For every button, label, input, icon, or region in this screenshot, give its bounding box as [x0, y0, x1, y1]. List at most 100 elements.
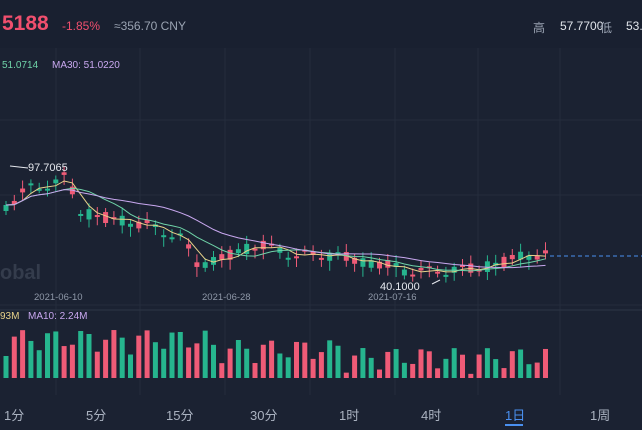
volume-bar-16 — [136, 335, 142, 378]
volume-bar-44 — [368, 357, 374, 378]
timeframe-1h[interactable]: 1时 — [339, 408, 360, 423]
volume-bar-18 — [152, 342, 158, 378]
volume-bar-33 — [277, 353, 283, 378]
candle-body-10 — [86, 209, 92, 220]
timeframe-1m[interactable]: 1分 — [4, 408, 25, 423]
candle-body-55 — [460, 264, 465, 267]
candle-body-0 — [3, 205, 9, 211]
candle-body-62 — [518, 251, 524, 260]
candle-body-28 — [235, 249, 241, 254]
volume-bar-30 — [252, 363, 258, 378]
volume-bar-2 — [20, 330, 26, 378]
volume-bar-35 — [294, 341, 299, 378]
volume-bar-56 — [468, 373, 474, 378]
timeframe-4h[interactable]: 4时 — [421, 408, 442, 423]
candle-body-52 — [435, 271, 441, 274]
volume-bar-5 — [45, 333, 50, 378]
volume-bar-8 — [69, 344, 75, 378]
volume-bar-17 — [144, 330, 150, 378]
candle-body-30 — [252, 248, 258, 251]
volume-bar-37 — [310, 358, 316, 378]
candle-body-58 — [484, 261, 490, 272]
low-label: 低 — [600, 21, 613, 35]
volume-bar-29 — [244, 348, 250, 378]
candle-body-29 — [244, 243, 250, 254]
volume-bar-28 — [235, 340, 241, 378]
timeframe-30m[interactable]: 30分 — [250, 408, 278, 423]
volume-ma10-value: MA10: 2.24M — [28, 311, 88, 322]
candle-body-63 — [526, 255, 532, 260]
candle-body-61 — [509, 254, 515, 260]
low-marker-line — [431, 279, 441, 285]
cny-value: ≈356.70 CNY — [114, 19, 186, 33]
candle-body-5 — [45, 188, 50, 191]
candle-body-42 — [352, 257, 358, 264]
volume-bar-50 — [418, 349, 424, 378]
price-change: -1.85% — [62, 19, 101, 33]
volume-bar-45 — [377, 369, 382, 378]
candlestick-chart[interactable] — [0, 0, 642, 395]
high-value: 57.7700 — [560, 19, 604, 33]
volume-bar-51 — [426, 351, 432, 378]
volume-bar-64 — [534, 362, 540, 378]
volume-bar-20 — [169, 332, 175, 378]
candle-body-7 — [61, 172, 67, 175]
candle-body-25 — [211, 257, 216, 265]
candle-body-37 — [310, 251, 316, 256]
ma30-line — [5, 189, 546, 269]
candle-body-53 — [443, 274, 449, 277]
volume-bar-47 — [393, 349, 399, 378]
candle-body-47 — [393, 263, 399, 268]
low-marker-label: 40.1000 — [380, 281, 420, 293]
volume-bar-1 — [11, 336, 17, 378]
candle-body-21 — [177, 233, 183, 236]
candle-body-35 — [294, 256, 299, 259]
high-marker-line — [9, 165, 29, 169]
volume-bar-24 — [202, 330, 208, 378]
volume-bar-63 — [526, 364, 532, 378]
timeframe-1d[interactable]: 1日 — [505, 408, 526, 423]
volume-bar-55 — [460, 354, 465, 378]
volume-bar-38 — [318, 352, 324, 378]
timeframe-5m[interactable]: 5分 — [86, 408, 107, 423]
volume-bar-6 — [53, 331, 59, 378]
date-label-3: 2021-07-16 — [368, 292, 417, 303]
volume-bar-9 — [78, 331, 84, 378]
volume-bar-34 — [285, 357, 291, 378]
volume-bar-22 — [186, 347, 192, 378]
volume-bar-54 — [451, 348, 457, 378]
candle-body-44 — [368, 260, 374, 268]
volume-bar-46 — [385, 351, 391, 378]
volume-bar-19 — [161, 348, 167, 378]
candle-body-46 — [385, 260, 391, 268]
volume-bar-48 — [401, 362, 407, 378]
volume-bar-10 — [86, 333, 92, 378]
candle-body-43 — [360, 258, 366, 267]
candle-body-16 — [136, 221, 142, 229]
candle-body-14 — [119, 215, 125, 226]
high-label: 高 — [533, 21, 546, 35]
candle-body-65 — [543, 250, 548, 254]
ma7-line — [5, 180, 546, 273]
active-timeframe-indicator — [505, 424, 523, 426]
candle-body-4 — [36, 188, 42, 191]
candle-body-45 — [377, 261, 382, 269]
volume-bar-59 — [493, 359, 499, 378]
volume-bar-27 — [227, 348, 233, 378]
candle-body-39 — [327, 253, 333, 261]
timeframe-15m[interactable]: 15分 — [166, 408, 194, 423]
candle-body-1 — [11, 200, 17, 205]
candle-body-11 — [94, 215, 100, 218]
volume-bar-11 — [94, 351, 100, 378]
timeframe-1w[interactable]: 1周 — [590, 408, 611, 423]
ma7-value: 51.0714 — [2, 60, 39, 71]
candle-body-13 — [111, 217, 117, 220]
volume-bar-39 — [327, 340, 333, 378]
candle-body-12 — [103, 212, 109, 223]
timeframe-bar: 1分 5分 15分 30分 1时 4时 1日 1周 — [0, 395, 642, 430]
volume-bar-3 — [28, 340, 34, 378]
volume-bar-21 — [177, 331, 183, 378]
volume-bar-42 — [352, 355, 358, 378]
candle-body-23 — [194, 262, 200, 267]
candle-body-15 — [128, 223, 133, 227]
